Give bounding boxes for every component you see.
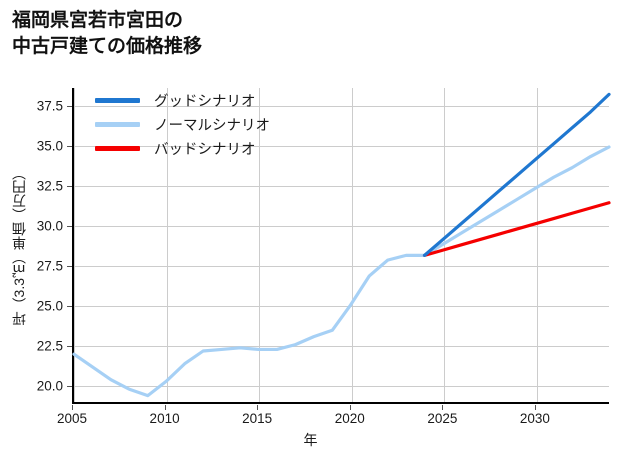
y-tick-label: 32.5 [36, 178, 63, 194]
gridline-horizontal [74, 145, 609, 147]
y-tick-label: 25.0 [36, 298, 63, 314]
legend-item-label: バッドシナリオ [154, 141, 256, 158]
legend-item[interactable]: グッドシナリオ [95, 92, 270, 110]
gridline-horizontal [74, 105, 609, 107]
y-tick-mark [67, 306, 72, 308]
x-tick-mark [164, 405, 166, 410]
gridlines [74, 88, 609, 402]
x-tick-label: 2015 [242, 411, 273, 426]
x-tick-mark [442, 405, 444, 410]
gridline-vertical [351, 88, 353, 402]
legend-item-label: ノーマルシナリオ [154, 117, 270, 134]
plot-area [72, 88, 611, 404]
x-tick-label: 2030 [519, 411, 550, 426]
legend-item[interactable]: バッドシナリオ [95, 140, 270, 158]
y-tick-mark [67, 346, 72, 348]
gridline-vertical [444, 88, 446, 402]
y-tick-mark [67, 145, 72, 147]
legend-color-swatch [95, 97, 140, 103]
gridline-horizontal [74, 386, 609, 388]
series-line [422, 92, 611, 257]
x-tick-label: 2005 [56, 411, 88, 426]
y-tick-label: 22.5 [36, 338, 63, 354]
y-tick-mark [67, 266, 72, 268]
y-axis-label: 坪（3.3㎡）単価（万円） [8, 88, 30, 404]
gridline-horizontal [74, 185, 609, 187]
chart-legend: グッドシナリオ ノーマルシナリオ バッドシナリオ [95, 92, 270, 158]
y-tick-label: 35.0 [36, 138, 63, 154]
y-tick-mark [67, 225, 72, 227]
x-tick-mark [349, 405, 351, 410]
y-tick-mark [67, 105, 72, 107]
legend-color-swatch [95, 145, 140, 151]
gridline-horizontal [74, 266, 609, 268]
x-tick-label: 2025 [427, 411, 458, 426]
page-title: 福岡県宮若市宮田の 中古戸建ての価格推移 [12, 10, 203, 57]
y-tick-mark [67, 185, 72, 187]
y-tick-label: 37.5 [36, 98, 63, 114]
y-tick-label: 30.0 [36, 218, 63, 234]
gridline-horizontal [74, 225, 609, 227]
legend-item-label: グッドシナリオ [154, 93, 256, 110]
gridline-vertical [536, 88, 538, 402]
series-line [422, 201, 611, 257]
x-axis-label: 年 [303, 432, 318, 448]
x-tick-label: 2010 [149, 411, 180, 426]
x-tick-mark [257, 405, 259, 410]
y-tick-mark [67, 386, 72, 388]
gridline-horizontal [74, 346, 609, 348]
x-tick-mark [72, 405, 73, 410]
legend-color-swatch [95, 121, 140, 127]
y-tick-label: 27.5 [36, 258, 63, 274]
gridline-vertical [259, 88, 261, 402]
y-tick-label: 20.0 [36, 378, 63, 394]
legend-item[interactable]: ノーマルシナリオ [95, 116, 270, 134]
series-line [72, 145, 611, 398]
gridline-vertical [166, 88, 168, 402]
x-tick-label: 2020 [334, 411, 365, 426]
gridline-vertical [74, 88, 75, 402]
gridline-horizontal [74, 306, 609, 308]
x-tick-mark [534, 405, 536, 410]
series-layer [72, 92, 611, 398]
